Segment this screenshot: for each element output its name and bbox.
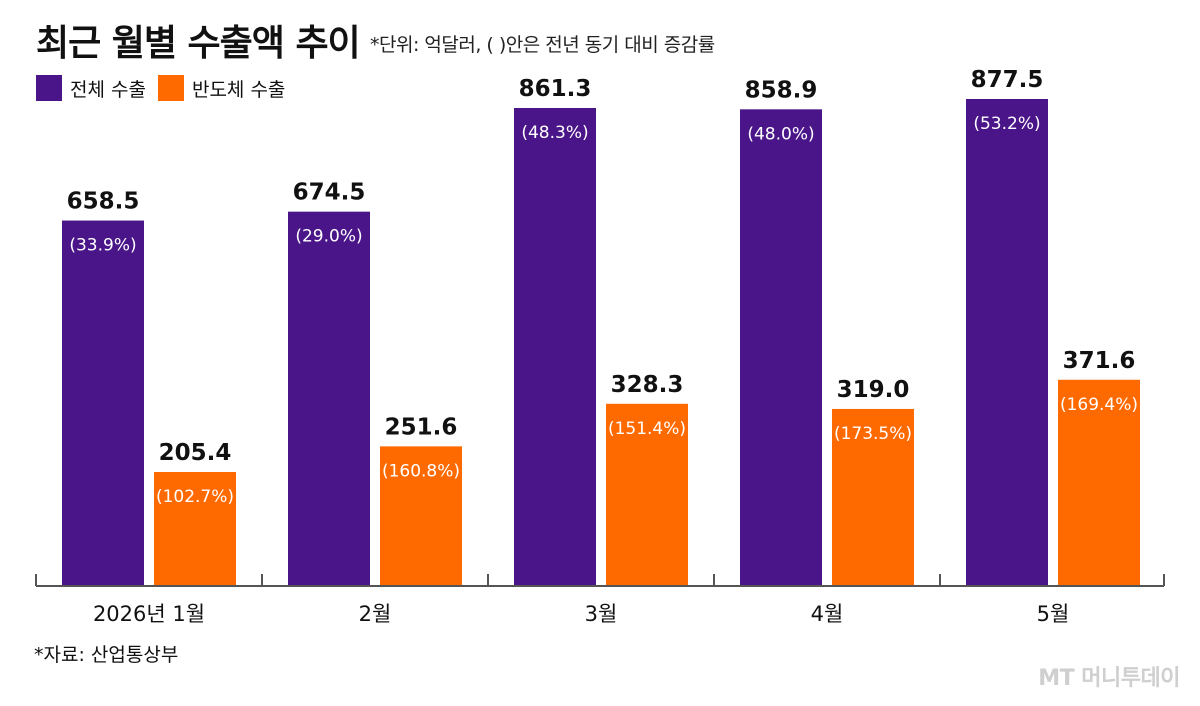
x-tick-label-4: 4월 (811, 602, 844, 626)
source-note: *자료: 산업통상부 (34, 644, 179, 666)
legend-item-semiconductor: 반도체 수출 (157, 75, 286, 102)
bar-total-5 (966, 99, 1048, 586)
legend-swatch-semiconductor (157, 75, 184, 101)
change-label-total-1: (33.9%) (69, 236, 136, 256)
value-label-total-2: 674.5 (293, 180, 366, 206)
x-tick-label-1: 2026년 1월 (93, 602, 205, 626)
value-label-total-4: 858.9 (745, 77, 818, 103)
value-label-total-3: 861.3 (519, 76, 592, 102)
legend-label-semiconductor: 반도체 수출 (191, 78, 286, 101)
change-label-semiconductor-5: (169.4%) (1060, 395, 1138, 415)
chart-subtitle: *단위: 억달러, ( )안은 전년 동기 대비 증감률 (370, 34, 715, 56)
change-label-total-5: (53.2%) (973, 114, 1040, 134)
bar-total-3 (514, 107, 596, 586)
change-label-total-3: (48.3%) (521, 123, 588, 143)
bar-total-2 (288, 211, 370, 586)
legend-swatch-total (36, 75, 62, 101)
value-label-semiconductor-4: 319.0 (837, 377, 910, 403)
change-label-total-2: (29.0%) (295, 227, 362, 247)
x-tick-label-5: 5월 (1037, 602, 1070, 626)
legend: 전체 수출 반도체 수출 (36, 70, 297, 106)
bar-semiconductor-2 (380, 446, 462, 586)
value-label-total-1: 658.5 (67, 189, 140, 215)
change-label-total-4: (48.0%) (747, 124, 814, 144)
bar-total-4 (740, 109, 822, 586)
value-label-total-5: 877.5 (971, 67, 1044, 93)
legend-label-total: 전체 수출 (70, 78, 146, 101)
bar-semiconductor-3 (606, 403, 688, 586)
value-label-semiconductor-5: 371.6 (1063, 348, 1136, 374)
change-label-semiconductor-2: (160.8%) (382, 461, 460, 481)
value-label-semiconductor-2: 251.6 (385, 414, 458, 440)
change-label-semiconductor-4: (173.5%) (834, 424, 912, 444)
bar-semiconductor-4 (832, 408, 914, 586)
chart-title: 최근 월별 수출액 추이 (36, 23, 361, 64)
bar-semiconductor-1 (154, 472, 236, 586)
publisher-watermark: MT 머니투데이 (1038, 666, 1180, 691)
x-tick-label-2: 2월 (359, 602, 392, 626)
change-label-semiconductor-1: (102.7%) (156, 487, 234, 507)
change-label-semiconductor-3: (151.4%) (608, 419, 686, 439)
bar-semiconductor-5 (1058, 379, 1140, 586)
x-tick-label-3: 3월 (585, 602, 618, 626)
value-label-semiconductor-3: 328.3 (611, 372, 684, 398)
bar-total-1 (62, 220, 144, 587)
legend-item-total: 전체 수출 (36, 75, 146, 102)
value-label-semiconductor-1: 205.4 (159, 440, 232, 466)
